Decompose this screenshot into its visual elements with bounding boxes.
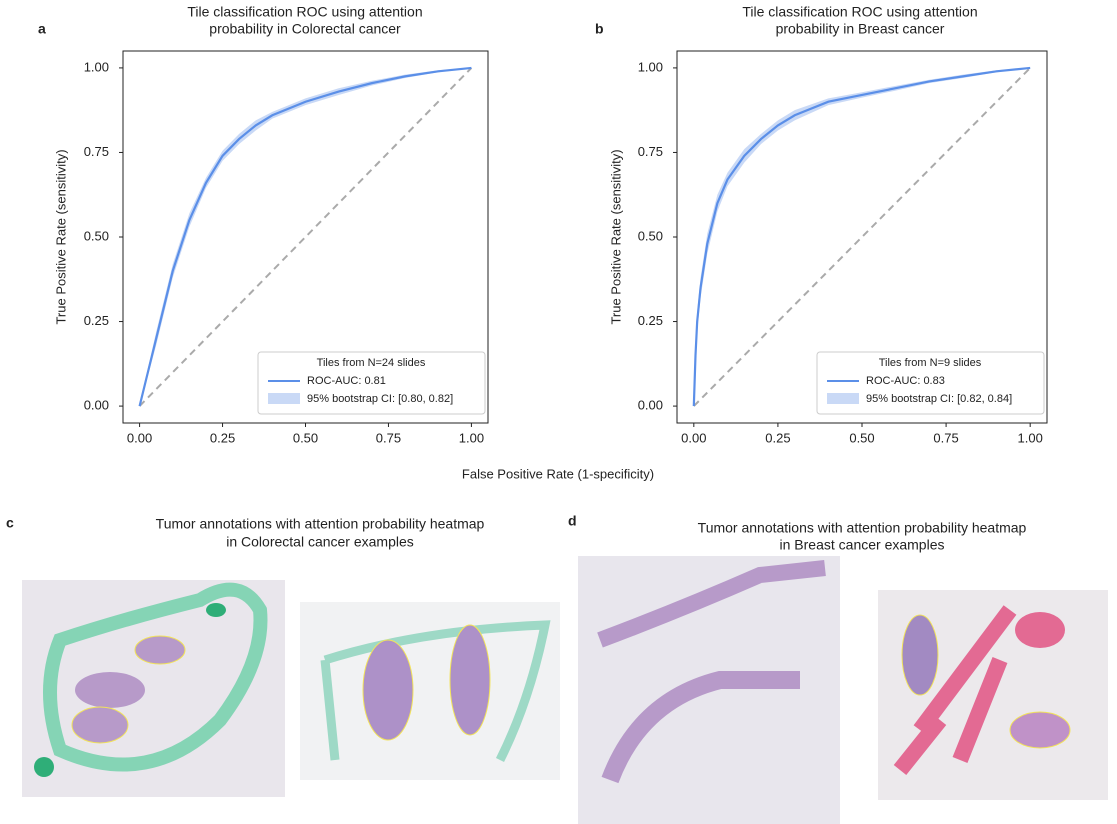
x-tick-label: 0.00 xyxy=(127,430,152,445)
legend-label: ROC-AUC: 0.83 xyxy=(866,375,945,387)
y-tick-label: 0.25 xyxy=(638,313,663,328)
y-tick-label: 1.00 xyxy=(84,59,109,74)
panel-label: a xyxy=(38,21,46,37)
panel-title: Tumor annotations with attention probabi… xyxy=(156,516,485,532)
y-axis-label: True Positive Rate (sensitivity) xyxy=(53,149,68,324)
slide-image xyxy=(300,602,560,780)
legend-title: Tiles from N=24 slides xyxy=(317,357,426,369)
legend-patch xyxy=(268,393,300,404)
roc-line xyxy=(138,66,472,407)
x-tick-label: 0.50 xyxy=(849,430,874,445)
panel-title: in Colorectal cancer examples xyxy=(226,534,414,550)
panel-label: c xyxy=(6,515,14,531)
reference-diagonal xyxy=(138,67,473,407)
x-tick-label: 0.00 xyxy=(681,430,706,445)
chart-title: probability in Colorectal cancer xyxy=(209,21,401,37)
slide-image xyxy=(878,590,1108,800)
y-tick-label: 0.50 xyxy=(638,228,663,243)
x-tick-label: 0.50 xyxy=(293,430,318,445)
x-tick-label: 0.75 xyxy=(933,430,958,445)
reference-diagonal xyxy=(693,67,1031,407)
roc-line xyxy=(692,66,1031,407)
x-axis-label: False Positive Rate (1-specificity) xyxy=(462,466,654,481)
legend-patch xyxy=(827,393,859,404)
chart-title: Tile classification ROC using attention xyxy=(742,4,977,20)
panel-title: Tumor annotations with attention probabi… xyxy=(698,520,1027,536)
legend-title: Tiles from N=9 slides xyxy=(879,357,982,369)
chart-title: probability in Breast cancer xyxy=(776,21,945,37)
y-tick-label: 0.00 xyxy=(84,398,109,413)
slide-image xyxy=(22,580,285,797)
panel-label: d xyxy=(568,513,577,529)
y-tick-label: 0.00 xyxy=(638,398,663,413)
x-tick-label: 0.25 xyxy=(210,430,235,445)
x-tick-label: 0.25 xyxy=(765,430,790,445)
legend-box xyxy=(257,351,486,415)
legend-label: 95% bootstrap CI: [0.80, 0.82] xyxy=(307,393,453,405)
y-tick-label: 0.25 xyxy=(84,313,109,328)
y-tick-label: 0.75 xyxy=(84,144,109,159)
y-tick-label: 0.50 xyxy=(84,228,109,243)
panel-label: b xyxy=(595,21,604,37)
x-tick-label: 0.75 xyxy=(376,430,401,445)
x-tick-label: 1.00 xyxy=(1018,430,1043,445)
panel-title: in Breast cancer examples xyxy=(780,537,945,553)
y-tick-label: 0.75 xyxy=(638,144,663,159)
legend-label: 95% bootstrap CI: [0.82, 0.84] xyxy=(866,393,1012,405)
chart-title: Tile classification ROC using attention xyxy=(187,4,422,20)
legend-box xyxy=(816,351,1045,415)
x-tick-label: 1.00 xyxy=(459,430,484,445)
y-axis-label: True Positive Rate (sensitivity) xyxy=(608,149,623,324)
ci-band xyxy=(139,67,472,407)
y-tick-label: 1.00 xyxy=(638,59,663,74)
legend-label: ROC-AUC: 0.81 xyxy=(307,375,386,387)
slide-image xyxy=(578,556,840,824)
